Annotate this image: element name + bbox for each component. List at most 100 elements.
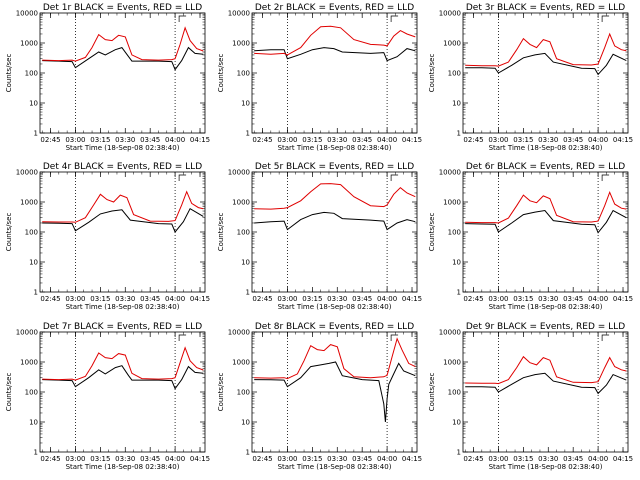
x-tick-label: 04:15 bbox=[190, 455, 210, 463]
panel-det-3: Det 3r BLACK = Events, RED = LLD 1 10 100 10… bbox=[428, 3, 633, 152]
x-tick-label: 04:15 bbox=[613, 455, 633, 463]
plot-frame bbox=[251, 12, 418, 134]
y-tick-label: 10000 bbox=[228, 169, 250, 177]
x-tick-label: 03:45 bbox=[352, 295, 372, 303]
x-tick-label: 03:45 bbox=[352, 455, 372, 463]
bracket-marker bbox=[390, 334, 399, 341]
panel-det-6: Det 6r BLACK = Events, RED = LLD 1 10 100 10… bbox=[428, 162, 633, 311]
x-tick-label: 04:15 bbox=[402, 455, 422, 463]
y-tick-label: 1 bbox=[246, 130, 250, 138]
y-axis-label: Counts/sec bbox=[217, 213, 225, 252]
y-tick-label: 10 bbox=[29, 100, 38, 108]
y-tick-label: 100 bbox=[237, 229, 250, 237]
x-tick-label: 03:30 bbox=[327, 455, 347, 463]
y-tick-label: 1000 bbox=[232, 359, 250, 367]
panel-det-4: Det 4r BLACK = Events, RED = LLD 1 10 100 10… bbox=[5, 162, 210, 311]
y-tick-label: 10 bbox=[452, 419, 461, 427]
x-axis-label: Start Time (18-Sep-08 02:38:40) bbox=[66, 463, 180, 471]
x-tick-label: 03:30 bbox=[115, 136, 135, 144]
y-tick-label: 10 bbox=[241, 100, 250, 108]
y-axis-label: Counts/sec bbox=[5, 213, 13, 252]
y-tick-label: 1000 bbox=[20, 199, 38, 207]
panel-title: Det 7r BLACK = Events, RED = LLD bbox=[43, 322, 202, 332]
y-tick-label: 1000 bbox=[443, 199, 461, 207]
x-tick-label: 03:00 bbox=[65, 295, 85, 303]
bracket-marker bbox=[601, 334, 610, 341]
x-axis-label: Start Time (18-Sep-08 02:38:40) bbox=[66, 303, 180, 311]
y-tick-label: 10 bbox=[241, 419, 250, 427]
y-tick-label: 1000 bbox=[20, 359, 38, 367]
series-line-events bbox=[465, 52, 627, 76]
x-tick-label: 04:00 bbox=[165, 136, 185, 144]
y-tick-label: 10 bbox=[241, 259, 250, 267]
panel-title: Det 8r BLACK = Events, RED = LLD bbox=[255, 322, 414, 332]
series-line-lld bbox=[254, 183, 416, 210]
series-line-events bbox=[42, 208, 204, 233]
plot-frame bbox=[462, 12, 629, 134]
y-tick-label: 1 bbox=[34, 449, 38, 457]
y-axis-label: Counts/sec bbox=[5, 54, 13, 93]
series-line-events bbox=[254, 211, 416, 231]
bracket-marker bbox=[178, 15, 187, 22]
y-tick-label: 10000 bbox=[228, 10, 250, 18]
y-tick-label: 1 bbox=[457, 449, 461, 457]
x-tick-label: 04:00 bbox=[377, 295, 397, 303]
x-tick-label: 04:15 bbox=[613, 136, 633, 144]
x-tick-label: 03:45 bbox=[140, 136, 160, 144]
series-line-events bbox=[42, 365, 204, 390]
y-tick-label: 1000 bbox=[443, 40, 461, 48]
x-tick-label: 03:00 bbox=[488, 455, 508, 463]
series-line-lld bbox=[42, 346, 204, 381]
y-tick-label: 1 bbox=[246, 449, 250, 457]
x-tick-label: 02:45 bbox=[252, 295, 272, 303]
y-axis-label: Counts/sec bbox=[428, 373, 436, 412]
panel-title: Det 9r BLACK = Events, RED = LLD bbox=[466, 322, 625, 332]
y-tick-label: 100 bbox=[25, 389, 38, 397]
x-tick-label: 04:00 bbox=[377, 136, 397, 144]
x-axis-label: Start Time (18-Sep-08 02:38:40) bbox=[489, 144, 603, 152]
panel-det-9: Det 9r BLACK = Events, RED = LLD 1 10 100 10… bbox=[428, 322, 633, 471]
y-tick-label: 100 bbox=[448, 389, 461, 397]
series-line-events bbox=[254, 361, 416, 423]
x-tick-label: 03:00 bbox=[488, 136, 508, 144]
x-tick-label: 03:45 bbox=[140, 455, 160, 463]
y-axis-label: Counts/sec bbox=[217, 373, 225, 412]
y-axis-label: Counts/sec bbox=[217, 54, 225, 93]
y-axis-label: Counts/sec bbox=[428, 54, 436, 93]
x-tick-label: 03:15 bbox=[90, 295, 110, 303]
series-line-lld bbox=[254, 337, 416, 380]
x-tick-label: 03:15 bbox=[90, 455, 110, 463]
x-tick-label: 03:00 bbox=[65, 136, 85, 144]
plot-frame bbox=[39, 331, 206, 453]
series-line-events bbox=[42, 46, 204, 71]
y-tick-label: 10000 bbox=[439, 329, 461, 337]
x-tick-label: 03:00 bbox=[488, 295, 508, 303]
bracket-marker bbox=[390, 174, 399, 181]
x-tick-label: 02:45 bbox=[252, 136, 272, 144]
x-tick-label: 03:30 bbox=[538, 295, 558, 303]
y-tick-label: 100 bbox=[237, 70, 250, 78]
series-line-lld bbox=[42, 26, 204, 62]
y-tick-label: 10 bbox=[29, 259, 38, 267]
plot-frame bbox=[251, 171, 418, 293]
y-tick-label: 1 bbox=[34, 130, 38, 138]
x-tick-label: 03:30 bbox=[327, 136, 347, 144]
x-tick-label: 04:00 bbox=[165, 295, 185, 303]
y-tick-label: 10000 bbox=[16, 329, 38, 337]
x-tick-label: 02:45 bbox=[252, 455, 272, 463]
plot-frame bbox=[462, 331, 629, 453]
y-tick-label: 10000 bbox=[228, 329, 250, 337]
x-tick-label: 04:00 bbox=[588, 295, 608, 303]
panel-title: Det 3r BLACK = Events, RED = LLD bbox=[466, 3, 625, 13]
x-tick-label: 02:45 bbox=[463, 295, 483, 303]
x-tick-label: 03:15 bbox=[302, 136, 322, 144]
x-tick-label: 03:30 bbox=[538, 455, 558, 463]
y-tick-label: 1000 bbox=[443, 359, 461, 367]
series-line-lld bbox=[465, 190, 627, 224]
series-line-events bbox=[254, 47, 416, 62]
y-tick-label: 1 bbox=[457, 289, 461, 297]
panel-title: Det 5r BLACK = Events, RED = LLD bbox=[255, 162, 414, 172]
panel-det-2: Det 2r BLACK = Events, RED = LLD 1 10 100 10… bbox=[217, 3, 422, 152]
series-line-lld bbox=[42, 190, 204, 223]
